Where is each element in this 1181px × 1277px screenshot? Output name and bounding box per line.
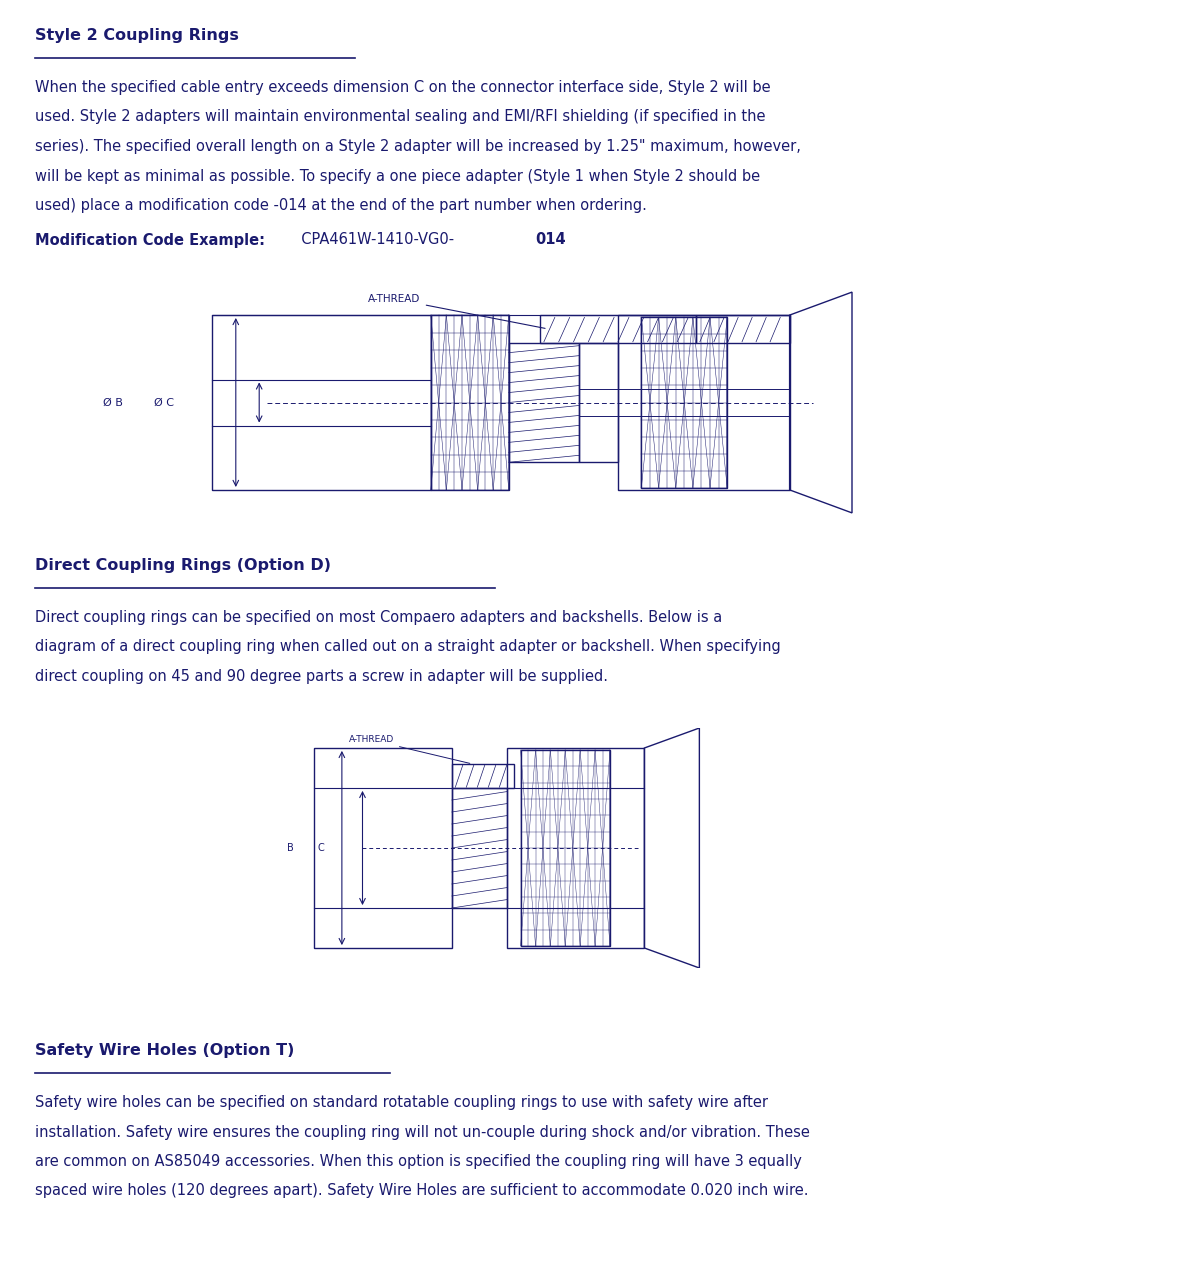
Bar: [213, 315, 431, 490]
Text: used) place a modification code -014 at the end of the part number when ordering: used) place a modification code -014 at …: [35, 198, 647, 213]
Text: series). The specified overall length on a Style 2 adapter will be increased by : series). The specified overall length on…: [35, 139, 801, 155]
Bar: [641, 318, 727, 488]
Bar: [314, 748, 452, 948]
Bar: [507, 748, 645, 948]
Bar: [452, 764, 514, 788]
Text: Ø C: Ø C: [154, 397, 174, 407]
Bar: [431, 315, 509, 490]
Text: A-THREAD: A-THREAD: [348, 736, 470, 764]
Bar: [509, 342, 579, 462]
Text: installation. Safety wire ensures the coupling ring will not un-couple during sh: installation. Safety wire ensures the co…: [35, 1125, 810, 1139]
Text: Direct coupling rings can be specified on most Compaero adapters and backshells.: Direct coupling rings can be specified o…: [35, 609, 723, 624]
Bar: [521, 750, 611, 946]
Text: A-THREAD: A-THREAD: [368, 294, 546, 328]
Text: When the specified cable entry exceeds dimension C on the connector interface si: When the specified cable entry exceeds d…: [35, 80, 771, 94]
Text: CPA461W-1410-VG0-: CPA461W-1410-VG0-: [292, 232, 455, 248]
Text: B: B: [287, 843, 294, 853]
Text: direct coupling on 45 and 90 degree parts a screw in adapter will be supplied.: direct coupling on 45 and 90 degree part…: [35, 668, 608, 683]
Text: Direct Coupling Rings (Option D): Direct Coupling Rings (Option D): [35, 558, 331, 572]
Bar: [452, 788, 507, 908]
Bar: [696, 315, 790, 342]
Text: Modification Code Example:: Modification Code Example:: [35, 232, 265, 248]
Bar: [579, 342, 618, 462]
Text: will be kept as minimal as possible. To specify a one piece adapter (Style 1 whe: will be kept as minimal as possible. To …: [35, 169, 761, 184]
Text: diagram of a direct coupling ring when called out on a straight adapter or backs: diagram of a direct coupling ring when c…: [35, 638, 781, 654]
Text: C: C: [318, 843, 325, 853]
Text: spaced wire holes (120 degrees apart). Safety Wire Holes are sufficient to accom: spaced wire holes (120 degrees apart). S…: [35, 1184, 809, 1199]
Text: used. Style 2 adapters will maintain environmental sealing and EMI/RFI shielding: used. Style 2 adapters will maintain env…: [35, 110, 765, 124]
Text: Safety wire holes can be specified on standard rotatable coupling rings to use w: Safety wire holes can be specified on st…: [35, 1094, 768, 1110]
Bar: [540, 315, 696, 342]
Text: 014: 014: [535, 232, 566, 248]
Text: Ø B: Ø B: [103, 397, 123, 407]
Bar: [618, 315, 790, 490]
Text: Safety Wire Holes (Option T): Safety Wire Holes (Option T): [35, 1043, 294, 1059]
Text: are common on AS85049 accessories. When this option is specified the coupling ri: are common on AS85049 accessories. When …: [35, 1154, 802, 1168]
Text: Style 2 Coupling Rings: Style 2 Coupling Rings: [35, 28, 239, 43]
